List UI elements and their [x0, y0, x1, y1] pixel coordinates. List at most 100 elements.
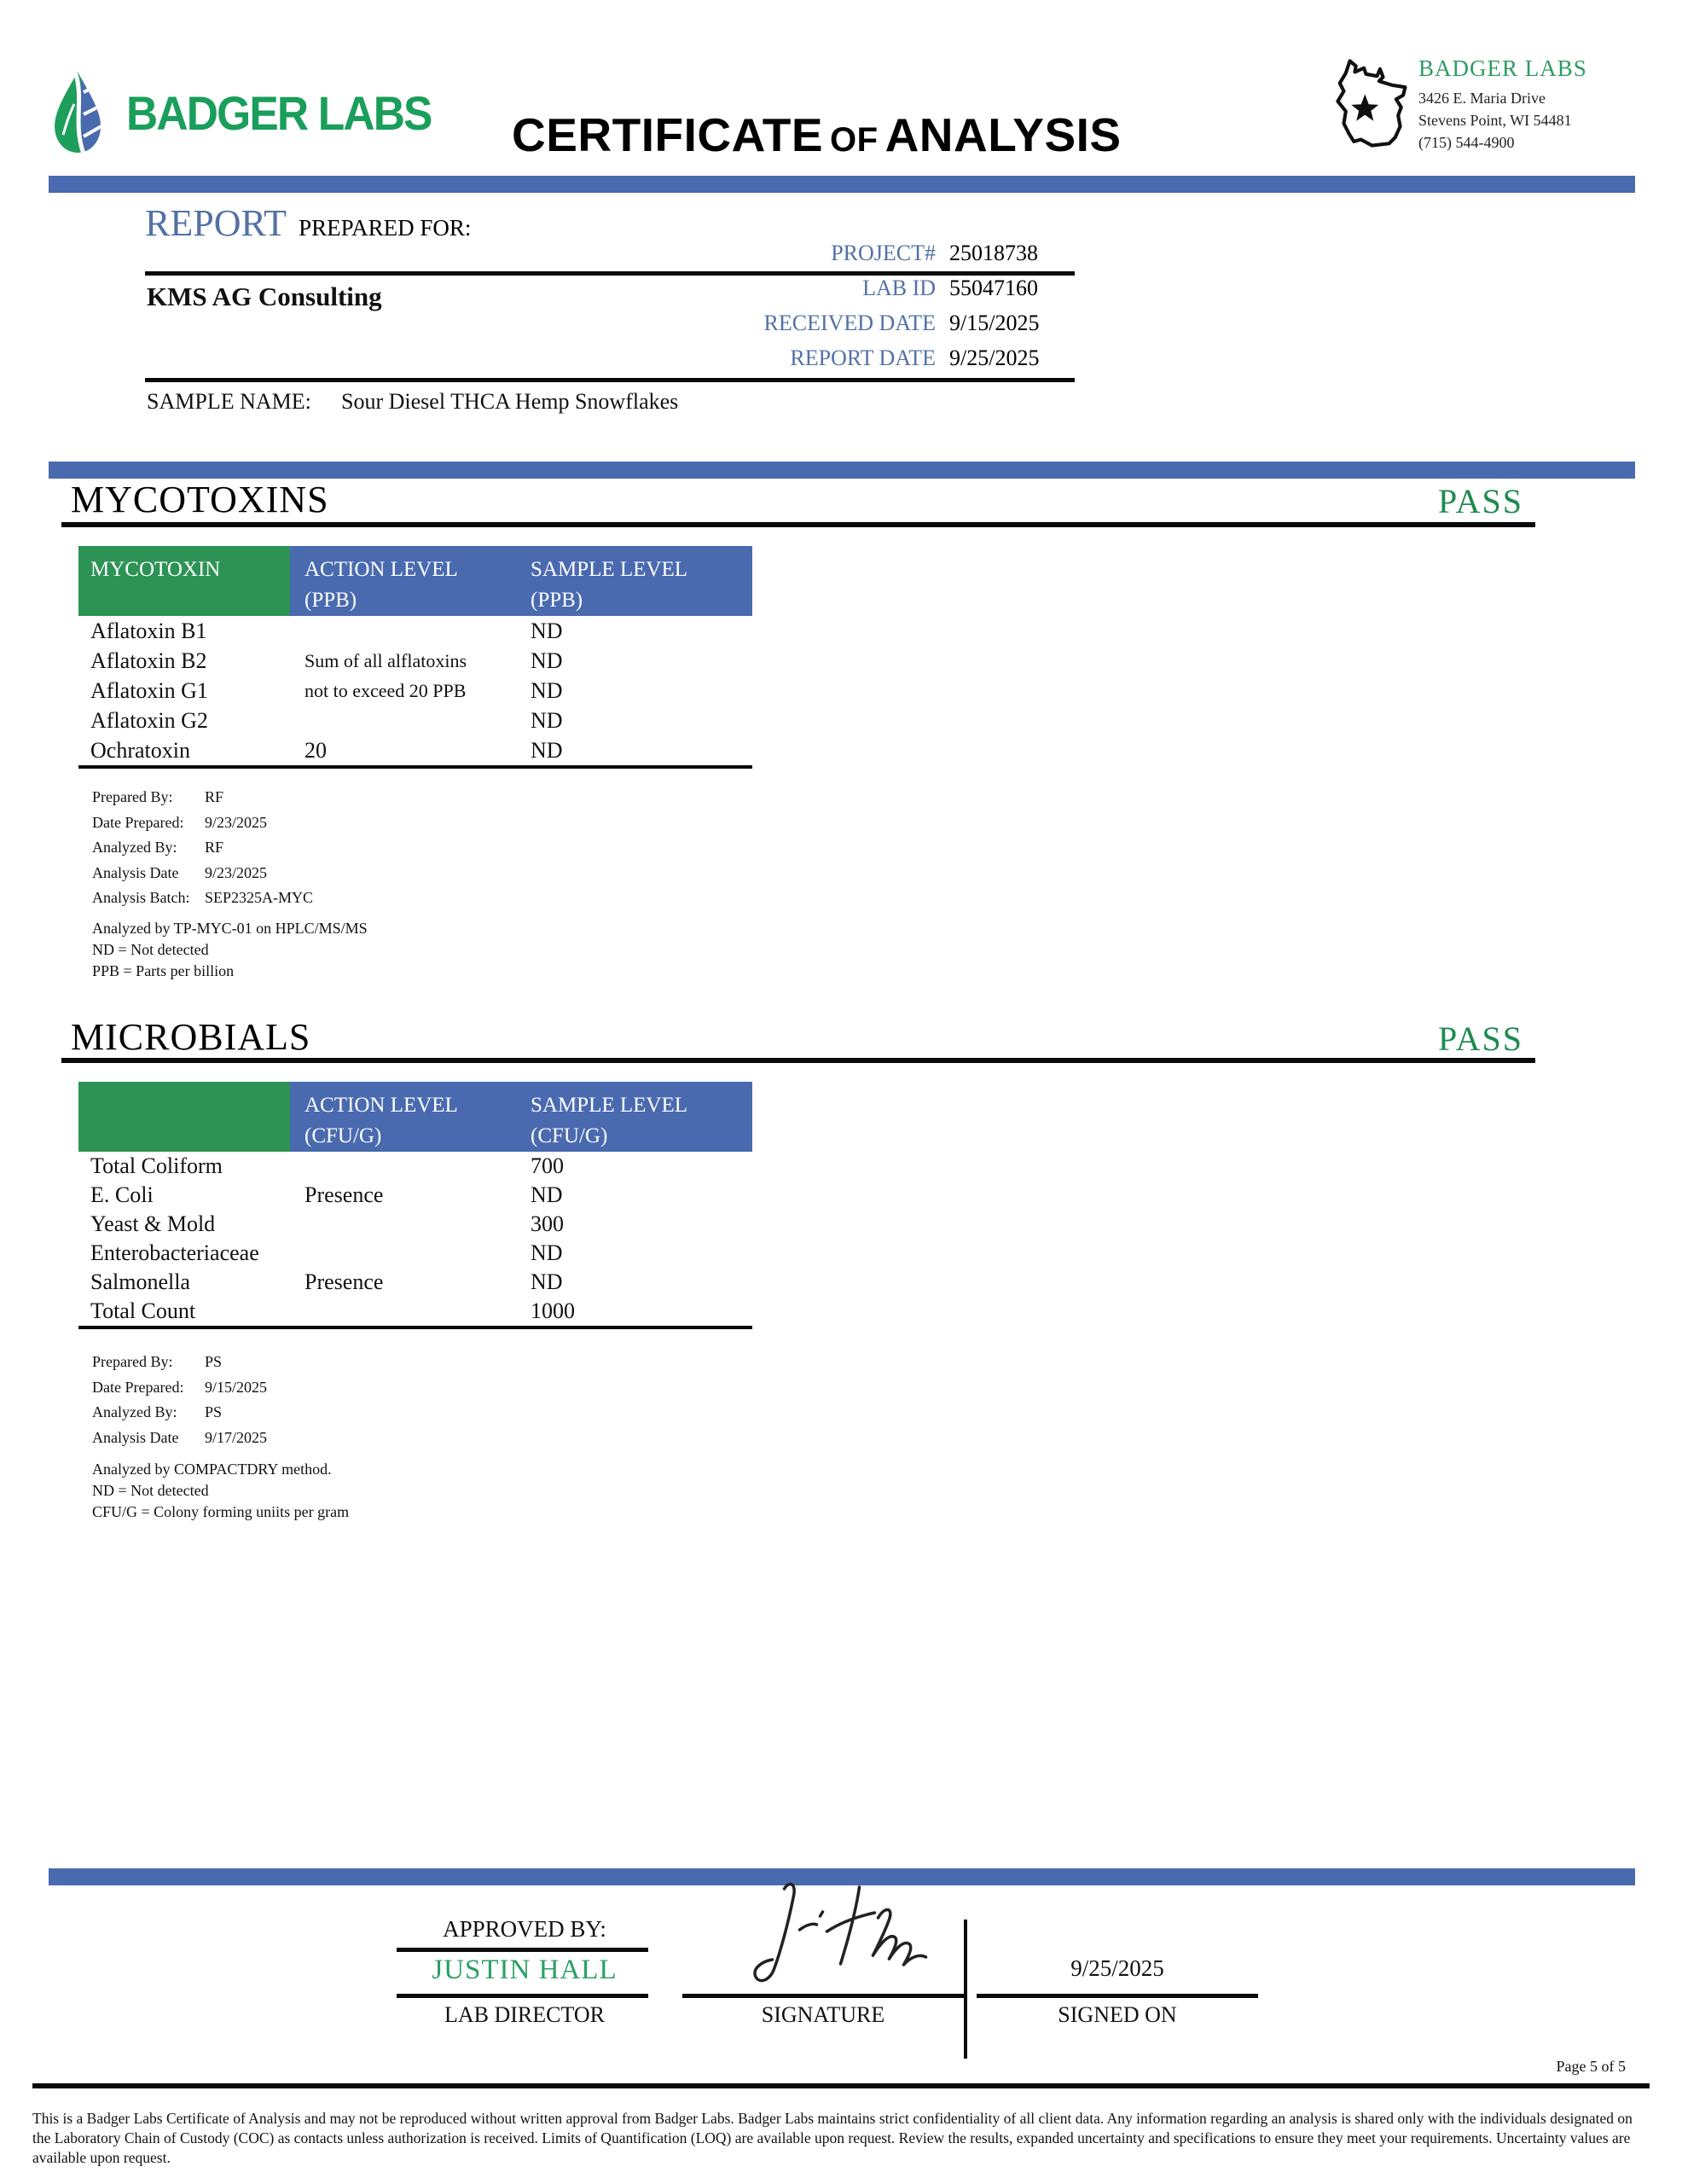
blank-column-header — [78, 1082, 290, 1152]
sample-cell: ND — [531, 1240, 563, 1265]
report-word: REPORT — [145, 202, 287, 244]
note-line: ND = Not detected — [92, 1482, 209, 1499]
sample-cell: 1000 — [531, 1298, 575, 1323]
approved-by-label: APPROVED BY: — [443, 1916, 606, 1942]
sample-level-column-header: SAMPLE LEVEL (CFU/G) — [520, 1082, 752, 1152]
mycotoxins-notes: Analyzed by TP-MYC-01 on HPLC/MS/MS ND =… — [92, 918, 368, 982]
report-date-label: REPORT DATE — [790, 346, 936, 370]
approved-by-line — [397, 1948, 648, 1952]
lab-address-line1: 3426 E. Maria Drive — [1418, 89, 1546, 107]
sample-cell: 300 — [531, 1211, 564, 1236]
location-star-icon — [1351, 94, 1379, 121]
action-cell — [290, 1297, 520, 1326]
action-cell — [290, 1239, 520, 1268]
title-certificate: CERTIFICATE — [512, 108, 824, 161]
sample-name-row: SAMPLE NAME: Sour Diesel THCA Hemp Snowf… — [147, 389, 678, 415]
received-date-label: RECEIVED DATE — [763, 311, 936, 335]
report-fields: PROJECT# 25018738 LAB ID 55047160 RECEIV… — [512, 241, 1040, 380]
table-row: Total Count 1000 — [78, 1297, 752, 1326]
microbials-status-badge: PASS — [1438, 1019, 1523, 1058]
meta-value: 9/15/2025 — [205, 1378, 268, 1396]
approver-title: LAB DIRECTOR — [444, 2002, 606, 2027]
action-cell — [290, 1152, 520, 1181]
action-cell: not to exceed 20 PPB — [304, 679, 467, 701]
microbials-table: ACTION LEVEL (CFU/G) SAMPLE LEVEL (CFU/G… — [78, 1082, 752, 1329]
project-value: 25018738 — [949, 241, 1038, 265]
lab-address-block: BADGER LABS 3426 E. Maria Drive Stevens … — [1418, 55, 1587, 154]
meta-row: Analysis Batch: SEP2325A-MYC — [92, 889, 313, 915]
table-row: Aflatoxin B1 ND — [78, 616, 752, 646]
title-analysis: ANALYSIS — [884, 108, 1122, 161]
meta-label: Analysis Batch: — [92, 889, 190, 906]
analyte-cell: Aflatoxin B2 — [90, 648, 207, 673]
footer-divider-line — [32, 2083, 1650, 2088]
meta-row: Date Prepared: 9/23/2025 — [92, 814, 313, 839]
meta-value: RF — [205, 788, 224, 805]
analyte-cell: Total Coliform — [90, 1153, 223, 1178]
analyte-cell: Salmonella — [90, 1269, 190, 1294]
table-row: Total Coliform 700 — [78, 1152, 752, 1181]
meta-value: PS — [205, 1353, 223, 1370]
microbials-notes: Analyzed by COMPACTDRY method. ND = Not … — [92, 1459, 349, 1523]
footer-disclaimer: This is a Badger Labs Certificate of Ana… — [32, 2110, 1633, 2167]
action-cell — [290, 706, 520, 735]
badger-labs-logo-icon — [55, 72, 101, 153]
signature-image — [753, 1882, 928, 1983]
sample-name-value: Sour Diesel THCA Hemp Snowflakes — [341, 389, 679, 414]
project-label: PROJECT# — [831, 241, 936, 265]
action-level-column-header: ACTION LEVEL (CFU/G) — [290, 1082, 520, 1152]
lab-phone: (715) 544-4900 — [1418, 133, 1515, 151]
divider-bar-bottom — [49, 1868, 1635, 1885]
meta-row: Analyzed By: PS — [92, 1403, 267, 1429]
action-cell — [290, 616, 520, 646]
received-date-value: 9/15/2025 — [949, 311, 1040, 335]
sample-cell: ND — [531, 737, 563, 763]
signed-on-line — [977, 1994, 1258, 1998]
note-line: PPB = Parts per billion — [92, 962, 235, 979]
meta-label: Date Prepared: — [92, 813, 184, 831]
note-line: Analyzed by COMPACTDRY method. — [92, 1461, 332, 1478]
mycotoxins-table-header: MYCOTOXIN ACTION LEVEL (PPB) SAMPLE LEVE… — [78, 546, 752, 616]
prepared-for-label: PREPARED FOR: — [299, 215, 472, 241]
meta-row: Analysis Date 9/23/2025 — [92, 864, 313, 890]
field-row-project: PROJECT# 25018738 — [512, 241, 1039, 276]
report-date-value: 9/25/2025 — [949, 346, 1040, 370]
action-cell: Presence — [304, 1269, 384, 1294]
table-row: Aflatoxin G2 ND — [78, 706, 752, 735]
meta-row: Analysis Date 9/17/2025 — [92, 1429, 267, 1455]
mycotoxins-meta: Prepared By: RF Date Prepared: 9/23/2025… — [92, 788, 313, 915]
table-row: Aflatoxin G1 not to exceed 20 PPB ND — [78, 676, 752, 706]
sample-cell: 700 — [531, 1153, 564, 1178]
divider-bar-mycotoxins — [49, 462, 1635, 479]
microbials-heading-underline — [61, 1058, 1535, 1063]
approver-name: JUSTIN HALL — [432, 1955, 618, 1985]
meta-value: 9/23/2025 — [205, 813, 268, 831]
meta-value: 9/23/2025 — [205, 863, 268, 881]
wisconsin-map-icon — [1336, 59, 1407, 148]
analyte-cell: Aflatoxin B1 — [90, 618, 207, 643]
meta-row: Prepared By: PS — [92, 1353, 267, 1379]
meta-row: Analyzed By: RF — [92, 839, 313, 864]
meta-value: RF — [205, 839, 224, 856]
meta-label: Prepared By: — [92, 788, 173, 805]
sample-cell: ND — [531, 677, 563, 703]
mycotoxins-table: MYCOTOXIN ACTION LEVEL (PPB) SAMPLE LEVE… — [78, 546, 752, 769]
labid-value: 55047160 — [949, 276, 1038, 300]
action-cell: 20 — [304, 737, 327, 763]
field-row-report-date: REPORT DATE 9/25/2025 — [512, 346, 1039, 380]
signature-line — [682, 1994, 964, 1998]
sample-level-column-header: SAMPLE LEVEL (PPB) — [520, 546, 752, 616]
analyte-cell: Aflatoxin G2 — [90, 707, 208, 733]
labid-label: LAB ID — [862, 276, 936, 300]
table-row: Enterobacteriaceae ND — [78, 1239, 752, 1268]
microbials-meta: Prepared By: PS Date Prepared: 9/15/2025… — [92, 1353, 267, 1454]
brand-wordmark: BADGER LABS — [126, 86, 432, 140]
mycotoxins-heading: MYCOTOXINS — [71, 479, 329, 520]
meta-label: Analysis Date — [92, 863, 179, 881]
meta-label: Analyzed By: — [92, 1403, 177, 1420]
analyte-cell: Ochratoxin — [90, 737, 190, 763]
table-row: Yeast & Mold 300 — [78, 1210, 752, 1239]
meta-value: SEP2325A-MYC — [205, 889, 314, 906]
analyte-cell: Yeast & Mold — [90, 1211, 216, 1236]
mycotoxins-heading-underline — [61, 522, 1535, 527]
